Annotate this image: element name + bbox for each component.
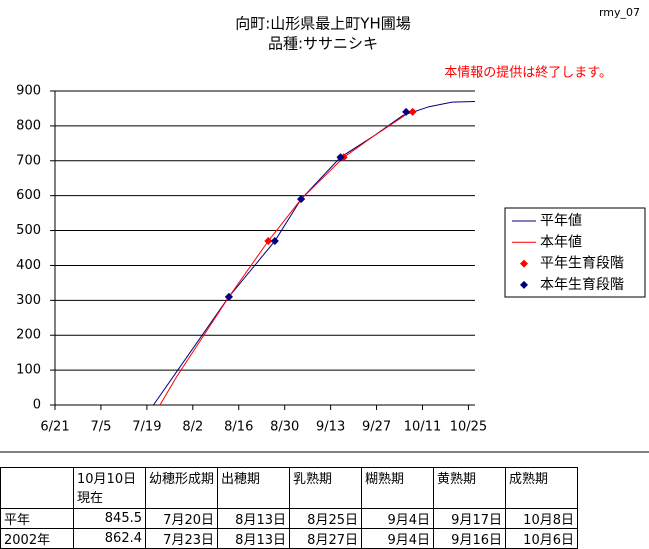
stage-point [297,195,306,204]
code-label: rmy_07 [599,6,640,19]
table-cell: 8月13日 [217,508,290,529]
legend-label: 本年値 [540,234,582,250]
y-tick-label: 900 [16,84,41,99]
y-tick-label: 600 [16,188,41,203]
table-cell: 2002年 [0,528,74,549]
table-cell: 9月4日 [361,508,434,529]
chart-title: 向町:山形県最上町YH圃場 [235,15,411,33]
y-tick-label: 200 [16,328,41,343]
x-tick-label: 7/19 [132,420,161,435]
table-cell: 862.4 [73,528,146,549]
table-cell: 平年 [0,508,74,529]
stage-point [264,237,273,246]
stage-point [408,107,417,116]
x-tick-label: 8/30 [270,420,299,435]
legend-label: 平年生育段階 [540,256,624,272]
table-cell: 幼穂形成期 [145,467,218,509]
table-cell: 845.5 [73,508,146,529]
x-tick-label: 10/11 [404,420,441,435]
table-cell: 黄熟期 [433,467,506,509]
chart-subtitle: 品種:ササニシキ [268,35,378,53]
stage-point [224,292,233,301]
x-tick-label: 7/5 [90,420,111,435]
table-cell: 出穂期 [217,467,290,509]
chart: 向町:山形県最上町YH圃場 品種:ササニシキ rmy_07 本情報の提供は終了し… [0,6,649,453]
x-tick-label: 9/13 [316,420,345,435]
legend-swatch [520,280,528,289]
y-tick-label: 800 [16,118,41,133]
table-row: 平年 845.5 7月20日 8月13日 8月25日 9月4日 9月17日 10月8日 [0,508,578,529]
table-cell: 乳熟期 [289,467,362,509]
legend-label: 平年値 [540,213,582,229]
table-cell: 8月27日 [289,528,362,549]
stage-point [270,237,279,246]
notice: 本情報の提供は終了します。 [444,65,612,81]
plot-area [55,91,475,405]
stage-point [402,107,411,116]
table-row: 2002年 862.4 7月23日 8月13日 8月27日 9月4日 9月16日 10月6日 [0,528,578,549]
x-tick-label: 8/2 [182,420,203,435]
table-cell: 9月16日 [433,528,506,549]
stage-point [336,153,345,162]
table-cell: 糊熟期 [361,467,434,509]
table-cell: 8月13日 [217,528,290,549]
x-tick-label: 10/25 [450,420,487,435]
y-tick-label: 400 [16,258,41,273]
table-cell: 成熟期 [505,467,578,509]
table-cell: 9月17日 [433,508,506,529]
table-cell: 8月25日 [289,508,362,529]
table-cell: 7月20日 [145,508,218,529]
series-line [159,109,413,406]
y-tick-label: 0 [33,398,41,413]
table-cell: 10月6日 [505,528,578,549]
table-cell: 7月23日 [145,528,218,549]
legend-label: 本年生育段階 [540,277,624,293]
x-tick-label: 9/27 [362,420,391,435]
y-tick-label: 300 [16,293,41,308]
table-cell: 10月10日現在 [73,467,146,509]
y-tick-label: 100 [16,363,41,378]
table-row: 10月10日現在 幼穂形成期 出穂期 乳熟期 糊熟期 黄熟期 成熟期 [0,467,578,509]
y-tick-label: 500 [16,223,41,238]
x-tick-label: 6/21 [40,420,69,435]
y-tick-label: 700 [16,153,41,168]
legend-box [504,207,646,298]
table-cell: 10月8日 [505,508,578,529]
series-line [153,100,476,406]
table-cell: 9月4日 [361,528,434,549]
legend-swatch [520,259,528,268]
table-cell [0,467,74,509]
data-table: 10月10日現在 幼穂形成期 出穂期 乳熟期 糊熟期 黄熟期 成熟期 平年 845.5 7月20日… [0,467,578,549]
x-tick-label: 8/16 [224,420,253,435]
